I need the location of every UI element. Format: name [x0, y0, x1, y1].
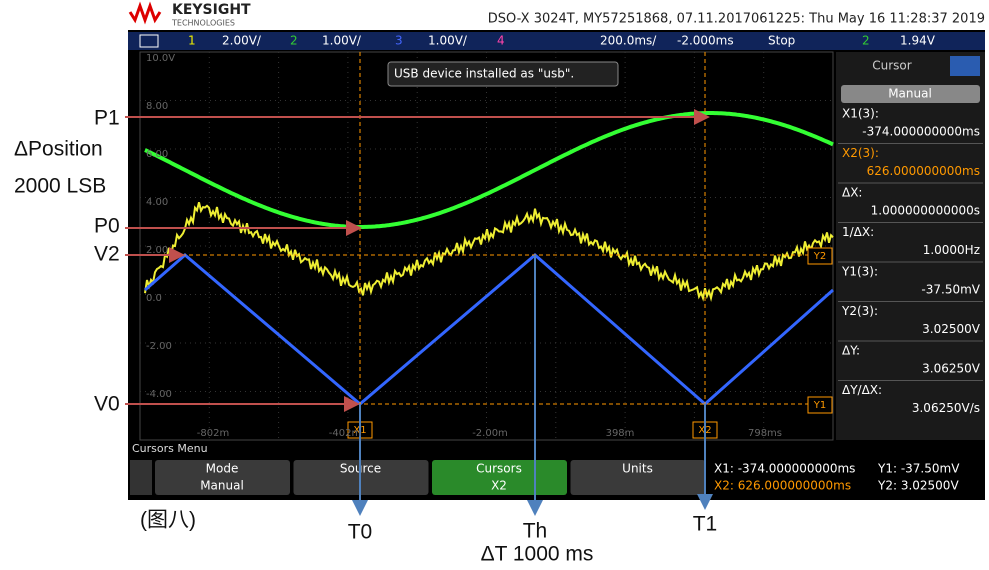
trace-yellow — [144, 202, 834, 302]
y-label: 6.00 — [146, 149, 168, 160]
cursor-marker-label: Y1 — [813, 400, 826, 411]
y-label: 4.00 — [146, 197, 168, 208]
cursor-mode: Manual — [888, 87, 932, 101]
y-label: 2.00 — [146, 245, 168, 256]
softkey-value: X2 — [491, 479, 507, 493]
menu-icon — [139, 34, 159, 48]
label-th: Th — [523, 520, 548, 543]
y-label: -2.00 — [146, 341, 172, 352]
figure-label: (图八) — [140, 509, 196, 532]
ch1-scale: 2.00V/ — [222, 34, 262, 48]
status-bar — [128, 32, 985, 50]
y-label: 0.0 — [146, 293, 162, 304]
back-button[interactable] — [130, 460, 152, 495]
label-lsb: 2000 LSB — [14, 175, 106, 198]
cursor-row-value: 3.06250V/s — [912, 401, 980, 415]
brand-sub: TECHNOLOGIES — [171, 19, 235, 28]
timebase: 200.0ms/ — [600, 34, 657, 48]
cursor-row-value: -37.50mV — [921, 283, 980, 297]
cursor-row-value: 626.000000000ms — [867, 164, 980, 178]
ch2-scale: 1.00V/ — [322, 34, 362, 48]
readout-y1: Y1: -37.50mV — [877, 462, 960, 476]
run-state: Stop — [768, 34, 795, 48]
mode-box — [841, 85, 980, 103]
popup — [387, 61, 619, 87]
brand: KEYSIGHT — [172, 2, 251, 18]
readout-y2: Y2: 3.02500V — [877, 479, 959, 493]
cursor-row-label: ΔY: — [842, 344, 860, 358]
cursor-row-label: ΔY/ΔX: — [842, 383, 882, 397]
x-label: 798ms — [748, 428, 782, 439]
softkey[interactable] — [155, 460, 290, 495]
softkey-label: Mode — [206, 462, 239, 476]
ch1: 1 — [188, 34, 196, 48]
ch3: 3 — [395, 34, 403, 48]
label-t0: T0 — [348, 521, 373, 544]
menu-title: Cursors Menu — [132, 442, 208, 455]
y-label: 8.00 — [146, 101, 168, 112]
cursor-row-label: ΔX: — [842, 186, 862, 200]
label-v2: V2 — [94, 243, 120, 266]
cursor-row-value: 3.02500V — [922, 322, 981, 336]
y-label: -4.00 — [146, 389, 172, 400]
popup-text: USB device installed as "usb". — [394, 67, 574, 81]
y-label: 10.0V — [146, 53, 175, 64]
x-label: 398m — [606, 428, 635, 439]
softkey[interactable] — [570, 460, 706, 495]
label-p1: P1 — [94, 107, 120, 130]
cursor-marker — [807, 396, 833, 414]
softkey-label: Units — [622, 462, 653, 476]
cursor-marker — [807, 247, 833, 265]
trigger-source: 2 — [862, 34, 870, 48]
cursor-panel — [836, 52, 985, 440]
trace-green — [144, 111, 834, 229]
softkey[interactable] — [432, 460, 567, 495]
x-label: -402m — [329, 428, 361, 439]
cursor-marker-label: Y2 — [813, 251, 826, 262]
cursor-row-label: Y1(3): — [841, 265, 878, 279]
ch2: 2 — [290, 34, 298, 48]
readout-x1: X1: -374.000000000ms — [714, 462, 855, 476]
label-v0: V0 — [94, 393, 120, 416]
label-delta-position: ΔPosition — [14, 138, 103, 161]
trigger-level: 1.94V — [900, 34, 936, 48]
label-delta-t: ΔT 1000 ms — [481, 543, 594, 566]
device-info: DSO-X 3024T, MY57251868, 07.11.201706122… — [488, 12, 985, 27]
cursor-row-value: 3.06250V — [922, 362, 981, 376]
cursor-row-value: 1.000000000000s — [871, 204, 980, 218]
softkey-value: Manual — [200, 479, 244, 493]
label-p0: P0 — [94, 215, 120, 238]
cursor-row-value: 1.0000Hz — [923, 243, 980, 257]
panel-icon[interactable] — [950, 56, 980, 76]
logo — [128, 1, 162, 25]
ch4: 4 — [497, 34, 505, 48]
x-label: -802m — [197, 428, 229, 439]
x-label: -2.00m — [472, 428, 508, 439]
label-t1: T1 — [693, 513, 718, 536]
readout-x2: X2: 626.000000000ms — [714, 479, 851, 493]
ch3-scale: 1.00V/ — [428, 34, 468, 48]
cursor-row-label: Y2(3): — [841, 304, 878, 318]
cursor-row-label: X1(3): — [842, 107, 879, 121]
softkey-label: Cursors — [476, 462, 522, 476]
cursor-row-value: -374.000000000ms — [862, 125, 980, 139]
cursor-row-label: X2(3): — [842, 146, 879, 160]
delay: -2.000ms — [677, 34, 734, 48]
cursor-title: Cursor — [872, 59, 912, 73]
cursor-row-label: 1/ΔX: — [842, 225, 874, 239]
